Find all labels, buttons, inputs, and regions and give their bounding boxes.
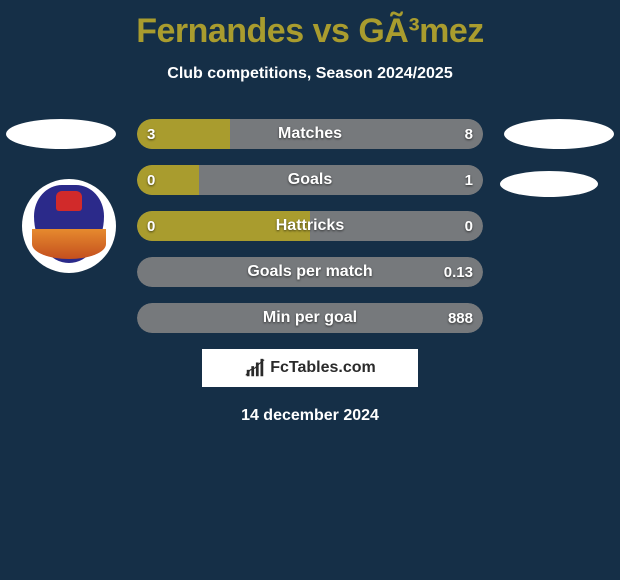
footer-logo-text: FcTables.com — [270, 359, 376, 377]
report-date: 14 december 2024 — [0, 407, 620, 425]
stat-value-right: 888 — [448, 303, 473, 333]
stat-label: Matches — [137, 119, 483, 149]
comparison-content: Matches38Goals01Hattricks00Goals per mat… — [0, 119, 620, 425]
stat-value-left: 0 — [147, 165, 155, 195]
stat-label: Hattricks — [137, 211, 483, 241]
club-badge — [22, 179, 116, 273]
stat-value-left: 0 — [147, 211, 155, 241]
stat-row: Matches3 8 — [137, 119, 483, 149]
stat-bars-container: Matches38Goals01Hattricks00Goals per mat… — [137, 119, 483, 333]
stat-label: Goals — [137, 165, 483, 195]
page-subtitle: Club competitions, Season 2024/2025 — [0, 65, 620, 83]
stat-label: Goals per match — [137, 257, 483, 287]
stat-value-right: 0 — [465, 211, 473, 241]
player-left-logo-placeholder — [6, 119, 116, 149]
chart-icon — [244, 357, 266, 379]
stat-row: Min per goal888 — [137, 303, 483, 333]
club-badge-emblem — [56, 191, 82, 211]
stat-value-left: 3 — [147, 119, 155, 149]
player-right-logo-placeholder — [504, 119, 614, 149]
footer-logo: FcTables.com — [202, 349, 418, 387]
club-badge-swoosh — [32, 229, 106, 259]
stat-row: Goals per match0.13 — [137, 257, 483, 287]
stat-value-right: 8 — [465, 119, 473, 149]
stat-label: Min per goal — [137, 303, 483, 333]
player-right-logo-placeholder-2 — [500, 171, 598, 197]
page-title: Fernandes vs GÃ³mez — [0, 0, 620, 51]
stat-value-right: 1 — [465, 165, 473, 195]
stat-value-right: 0.13 — [444, 257, 473, 287]
stat-row: Goals0 1 — [137, 165, 483, 195]
stat-row: Hattricks0 0 — [137, 211, 483, 241]
